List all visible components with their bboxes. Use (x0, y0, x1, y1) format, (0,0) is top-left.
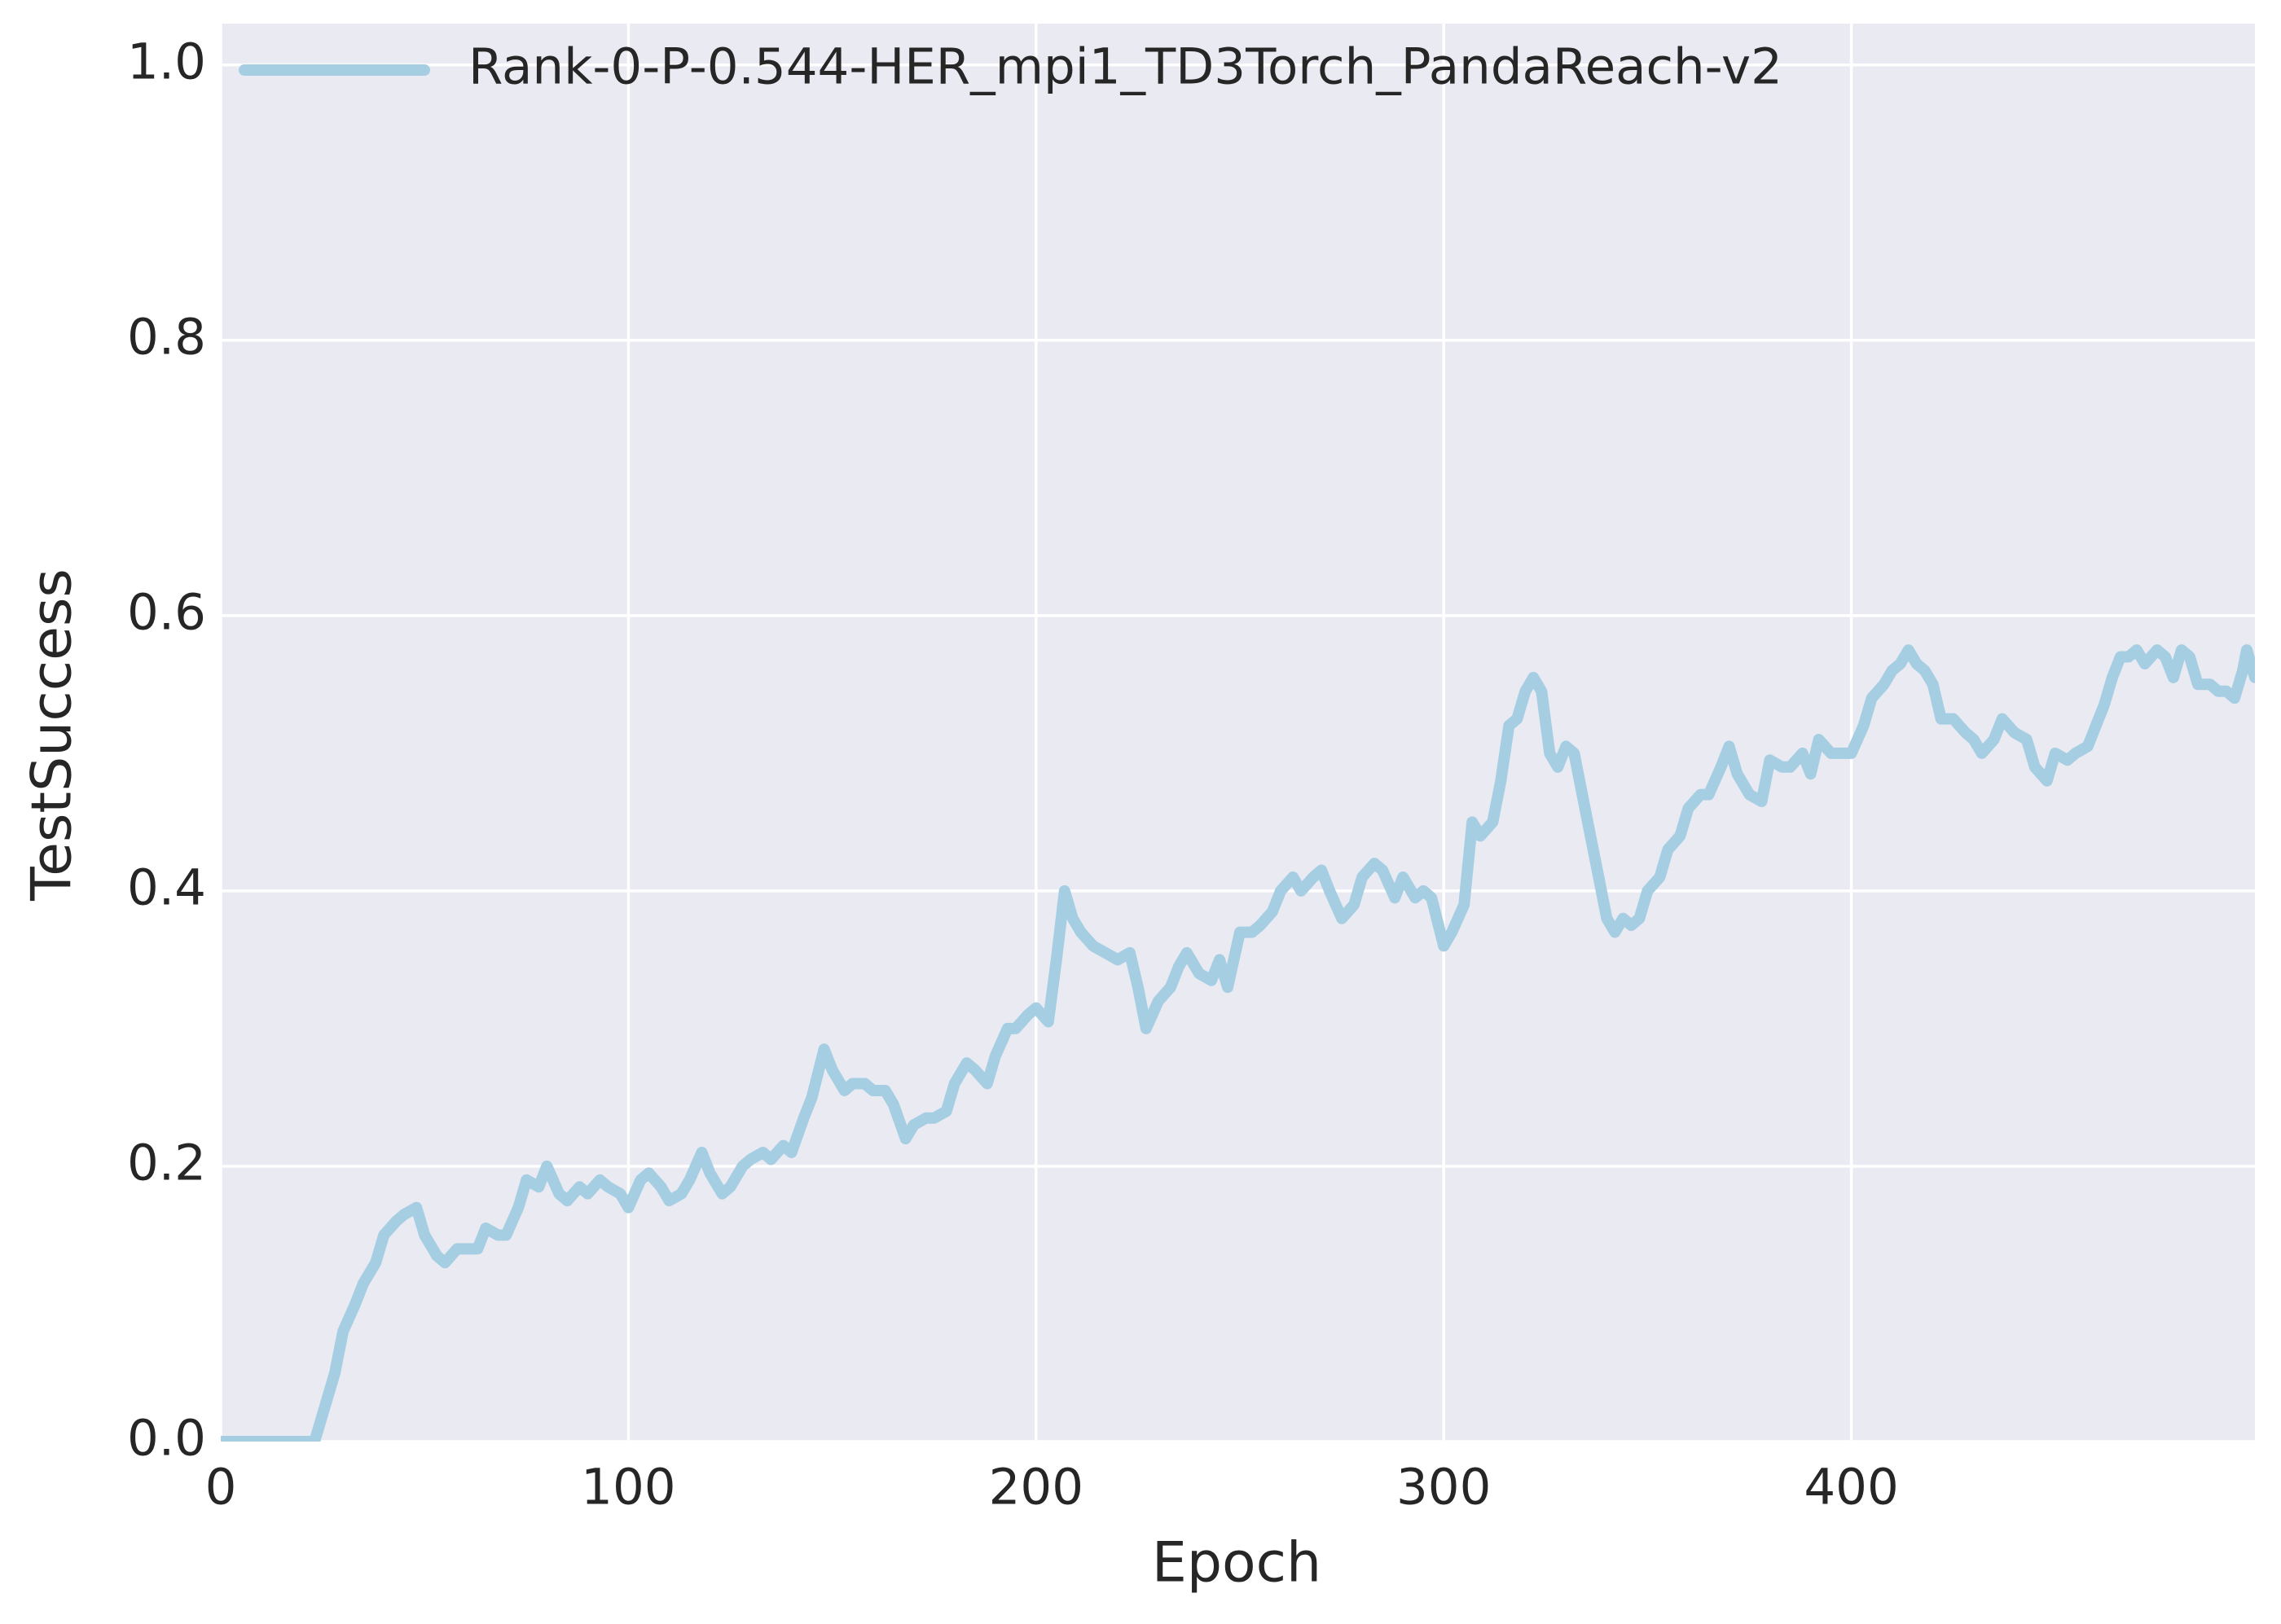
y-tick-label: 0.0 (127, 1410, 206, 1468)
y-tick-label: 1.0 (127, 33, 206, 90)
legend-label: Rank-0-P-0.544-HER_mpi1_TD3Torch_PandaRe… (468, 38, 1782, 96)
y-axis-label: TestSuccess (20, 568, 85, 902)
x-tick-label: 0 (205, 1459, 237, 1516)
x-tick-label: 200 (989, 1459, 1083, 1516)
y-tick-label: 0.2 (127, 1135, 206, 1192)
x-axis-label: Epoch (1152, 1531, 1321, 1595)
x-tick-label: 400 (1804, 1459, 1898, 1516)
data-line (221, 644, 2255, 1442)
x-tick-label: 300 (1396, 1459, 1491, 1516)
plot-area (221, 24, 2255, 1442)
x-tick-label: 100 (581, 1459, 675, 1516)
y-tick-label: 0.8 (127, 308, 206, 366)
y-tick-label: 0.6 (127, 583, 206, 641)
y-tick-label: 0.4 (127, 858, 206, 916)
